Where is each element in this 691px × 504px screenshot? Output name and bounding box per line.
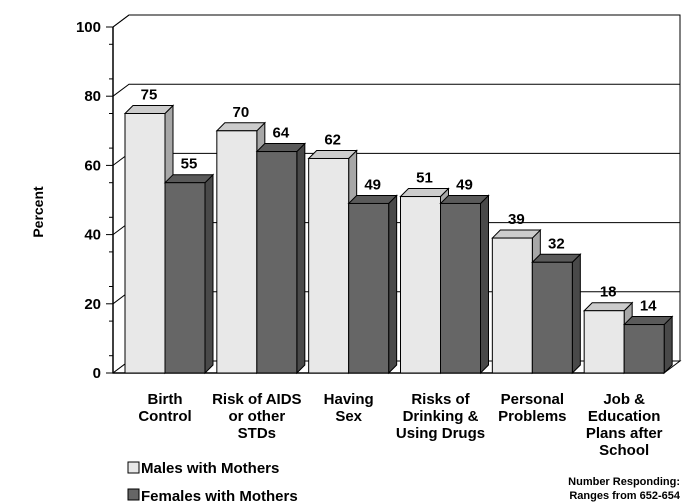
bars xyxy=(123,104,674,375)
y-tick-label: 100 xyxy=(76,19,101,36)
note-line-2: Ranges from 652-654 xyxy=(569,490,681,502)
x-category-label: Having Sex xyxy=(324,391,374,425)
y-tick-label: 40 xyxy=(84,227,101,244)
legend-label-males: Males with Mothers xyxy=(141,460,279,477)
legend-label-females: Females with Mothers xyxy=(141,488,298,504)
bar-females-4 xyxy=(531,253,582,375)
responding-note: Number Responding: Ranges from 652-654 xyxy=(568,476,681,502)
legend-swatch-females xyxy=(127,488,140,501)
legend: Males with Mothers Females with Mothers xyxy=(127,460,298,504)
category-labels: Birth Control Risk of AIDS or other STDs Havi… xyxy=(138,391,662,459)
y-tick-label: 0 xyxy=(93,365,101,382)
data-label: 64 xyxy=(272,125,289,142)
x-category-label: Birth Control xyxy=(138,391,191,425)
data-label: 18 xyxy=(600,284,617,301)
data-label: 70 xyxy=(232,104,249,121)
gridline xyxy=(112,152,680,166)
note-line-1: Number Responding: xyxy=(568,476,680,488)
y-tick-label: 60 xyxy=(84,157,101,174)
x-category-label: Risk of AIDS or other STDs xyxy=(212,391,301,442)
data-label: 55 xyxy=(181,156,198,173)
gridline xyxy=(112,83,680,97)
x-category-label: Risks of Drinking & Using Drugs xyxy=(396,391,485,442)
x-category-label: Personal Problems xyxy=(498,391,566,425)
bar-females-5 xyxy=(622,315,674,375)
bar-females-2 xyxy=(347,194,398,375)
data-label: 62 xyxy=(324,131,341,148)
gridline xyxy=(112,14,680,28)
bar-females-0 xyxy=(163,173,215,375)
data-label: 39 xyxy=(508,211,525,228)
data-label: 14 xyxy=(640,298,657,315)
bar-females-1 xyxy=(255,142,307,375)
y-axis-label: Percent xyxy=(30,186,46,238)
data-label: 51 xyxy=(416,170,433,187)
data-labels: 75 55 70 64 62 49 51 49 39 32 18 14 xyxy=(141,87,658,315)
data-label: 49 xyxy=(456,176,473,193)
y-tick-label: 80 xyxy=(84,88,101,105)
data-label: 75 xyxy=(141,87,158,104)
legend-swatch-males xyxy=(127,461,140,474)
bar-females-3 xyxy=(439,194,490,375)
x-category-label: Job & Education Plans after School xyxy=(586,391,663,459)
data-label: 32 xyxy=(548,235,565,252)
data-label: 49 xyxy=(364,176,381,193)
y-tick-label: 20 xyxy=(84,296,101,313)
